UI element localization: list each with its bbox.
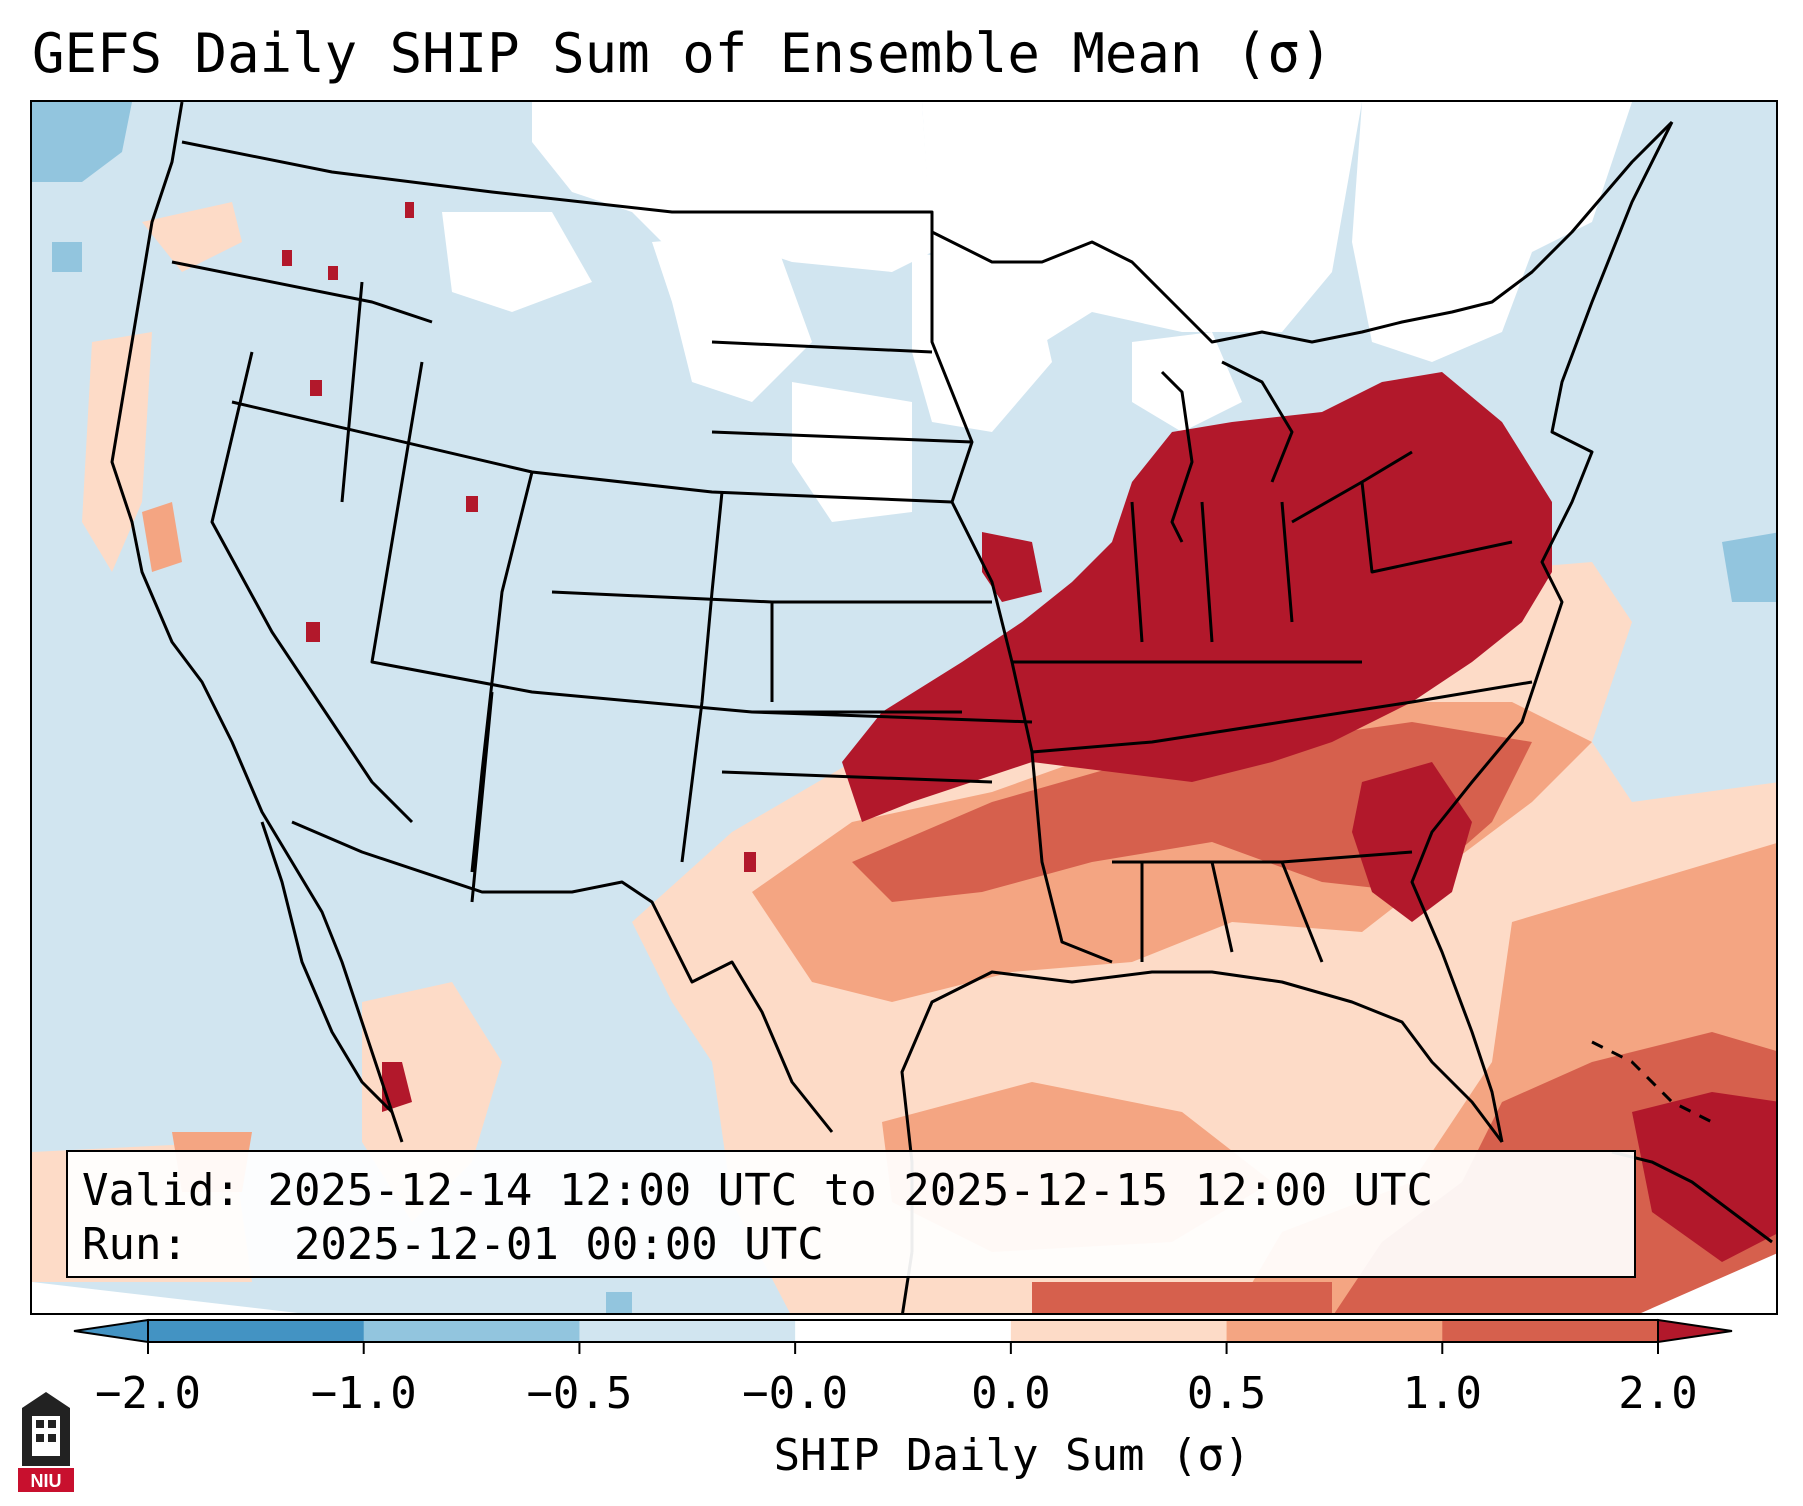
niu-logo-icon: NIU bbox=[18, 1392, 74, 1492]
run-label: Run: bbox=[82, 1219, 188, 1270]
great-lakes-region bbox=[931, 120, 1674, 344]
field-mid-blue-regions bbox=[32, 102, 1776, 1313]
pacific-coast bbox=[110, 102, 404, 1143]
colorbar-label: SHIP Daily Sum (σ) bbox=[773, 1430, 1251, 1481]
bahamas-islands bbox=[1591, 1040, 1713, 1124]
run-value: 2025-12-01 00:00 UTC bbox=[293, 1219, 824, 1270]
colorbar-segment bbox=[579, 1320, 796, 1342]
cuba-outline bbox=[1611, 1150, 1773, 1244]
colorbar-segment bbox=[1010, 1320, 1228, 1342]
colorbar-tick-label: −1.0 bbox=[310, 1368, 417, 1419]
colorbar-segment bbox=[795, 1320, 1012, 1342]
colorbar-ticks bbox=[147, 1342, 1659, 1354]
colorbar-tick-label: 0.0 bbox=[971, 1368, 1051, 1419]
colorbar-tick-label: 1.0 bbox=[1402, 1368, 1483, 1419]
colorbar-segments bbox=[73, 1318, 1733, 1344]
lake-huron bbox=[1221, 360, 1294, 483]
atlantic-coast bbox=[1410, 121, 1674, 1143]
valid-run-info-box: Valid: 2025-12-14 12:00 UTC to 2025-12-1… bbox=[66, 1150, 1636, 1278]
colorbar-tick-label: 2.0 bbox=[1618, 1368, 1698, 1419]
svg-text:NIU: NIU bbox=[31, 1471, 62, 1491]
lake-michigan bbox=[1160, 370, 1194, 543]
colorbar bbox=[73, 1318, 1733, 1354]
gulf-coast bbox=[900, 970, 1504, 1252]
colorbar-extend-high bbox=[1657, 1318, 1733, 1344]
colorbar-segment bbox=[1226, 1320, 1443, 1342]
colorbar-segment bbox=[1442, 1320, 1659, 1342]
field-white-regions bbox=[442, 102, 1632, 522]
colorbar-segment bbox=[363, 1320, 580, 1342]
boundaries bbox=[110, 102, 1773, 1313]
colorbar-outline bbox=[147, 1319, 1659, 1343]
colorbar-segment bbox=[148, 1320, 365, 1342]
map-panel bbox=[30, 100, 1778, 1315]
valid-value: 2025-12-14 12:00 UTC to 2025-12-15 12:00… bbox=[267, 1165, 1434, 1216]
us-mexico-border bbox=[291, 820, 834, 1133]
colorbar-extend-low bbox=[73, 1318, 149, 1344]
colorbar-tick-label: −0.5 bbox=[526, 1368, 633, 1419]
projection-corners bbox=[32, 1253, 1776, 1313]
chart-title: GEFS Daily SHIP Sum of Ensemble Mean (σ) bbox=[32, 22, 1333, 85]
colorbar-tick-label: −0.0 bbox=[742, 1368, 849, 1419]
state-lines-central bbox=[711, 212, 1533, 964]
valid-label: Valid: bbox=[82, 1165, 241, 1216]
colorbar-tick-label: 0.5 bbox=[1186, 1368, 1267, 1419]
baja-peninsula bbox=[260, 821, 394, 1114]
colorbar-tick-label: −2.0 bbox=[95, 1368, 201, 1419]
map-svg bbox=[32, 102, 1776, 1313]
